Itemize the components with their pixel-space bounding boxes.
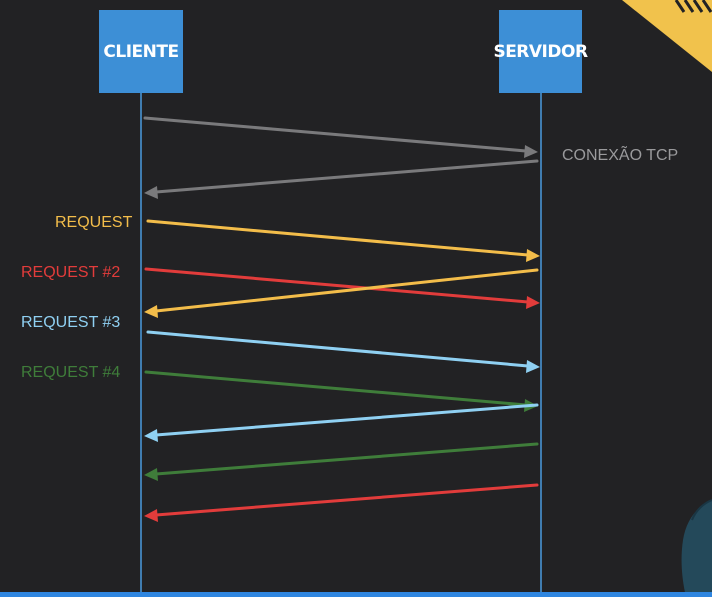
response2-arrow <box>144 483 539 522</box>
request1-label: REQUEST <box>55 214 133 231</box>
response1-arrow <box>144 268 539 318</box>
server-box-bg <box>499 10 582 93</box>
request2-arrow <box>144 267 540 309</box>
client-participant-label: CLIENTE <box>103 41 179 62</box>
request1-arrow <box>146 219 540 262</box>
tcp-request-arrow <box>143 116 538 158</box>
request3-arrow <box>146 330 540 373</box>
tcp-connection-label: CONEXÃO TCP <box>562 147 679 164</box>
client-box-bg <box>99 10 183 93</box>
response3-arrow <box>144 403 539 442</box>
server-participant-label: SERVIDOR <box>493 41 588 62</box>
response4-arrow <box>144 442 539 481</box>
bottom-accent-bar <box>0 592 712 597</box>
request4-arrow <box>144 370 538 412</box>
tcp-response-arrow <box>144 159 539 199</box>
request3-label: REQUEST #3 <box>21 314 121 331</box>
presenter-partial-figure <box>681 499 712 597</box>
request2-label: REQUEST #2 <box>21 264 121 281</box>
request4-label: REQUEST #4 <box>21 364 121 381</box>
corner-stripe-decoration <box>622 0 712 72</box>
